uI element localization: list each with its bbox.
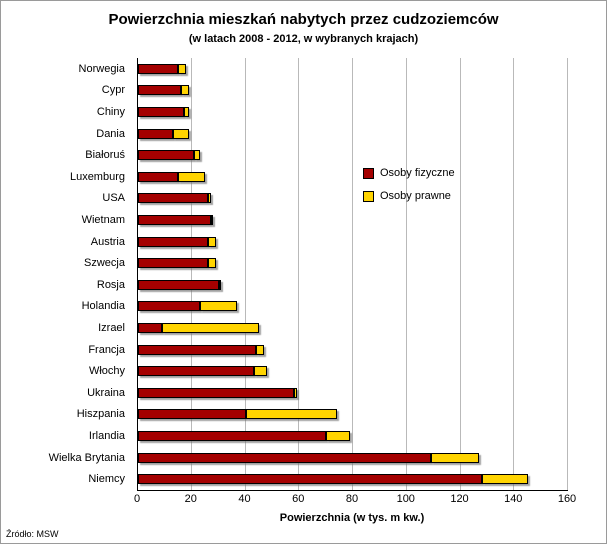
gridline <box>190 58 192 490</box>
x-tick-label: 160 <box>557 493 577 505</box>
gridline <box>459 58 461 490</box>
gridline <box>567 58 568 490</box>
bar-segment-fizyczne <box>138 171 179 182</box>
category-label: Wietnam <box>81 214 125 226</box>
category-label: Ukraina <box>87 386 125 399</box>
bar-segment-prawne <box>256 344 265 355</box>
bar-segment-prawne <box>482 474 528 485</box>
bar-segment-prawne <box>245 409 337 420</box>
bar-segment-fizyczne <box>138 193 208 204</box>
gridline <box>244 58 246 490</box>
bar-segment-fizyczne <box>138 215 211 225</box>
bar-segment-prawne <box>326 431 351 441</box>
bar-segment-prawne <box>183 107 190 117</box>
bar-segment-prawne <box>162 323 259 333</box>
bar-segment-fizyczne <box>138 323 163 333</box>
legend-swatch <box>363 190 374 202</box>
category-label: Holandia <box>81 300 125 313</box>
bar-segment-fizyczne <box>138 409 246 420</box>
x-tick-label: 140 <box>504 493 523 505</box>
legend-label: Osoby fizyczne <box>380 167 455 179</box>
category-label: Irlandia <box>88 430 125 442</box>
category-label: Chiny <box>96 106 125 118</box>
chart-title: Powierzchnia mieszkań nabytych przez cud… <box>108 11 499 28</box>
x-axis-label: Powierzchnia (w tys. m kw.) <box>279 512 425 524</box>
bar-segment-prawne <box>207 236 216 247</box>
bar-segment-fizyczne <box>138 279 219 290</box>
gridline <box>513 58 515 490</box>
bar-segment-prawne <box>210 215 214 225</box>
bar-segment-prawne <box>178 63 187 74</box>
bar-segment-fizyczne <box>138 474 482 485</box>
category-label: Niemcy <box>88 473 125 486</box>
bar-segment-prawne <box>199 301 238 312</box>
x-tick-label: 40 <box>238 493 251 505</box>
gridline <box>298 58 300 490</box>
gridline <box>352 58 353 490</box>
x-tick-label: 80 <box>345 493 359 505</box>
bar-segment-fizyczne <box>138 150 195 161</box>
gridline <box>405 58 407 490</box>
bar-segment-fizyczne <box>138 366 254 377</box>
x-tick-label: 20 <box>184 493 197 505</box>
bar-segment-fizyczne <box>138 107 184 117</box>
bar-segment-fizyczne <box>138 431 327 441</box>
category-label: Austria <box>90 235 125 248</box>
y-axis-labels: Norwegia Cypr Chiny Dania Białoruś Luxemburg U… <box>5 58 131 490</box>
legend-swatch <box>363 167 374 179</box>
x-axis-ticks: 0 20 40 60 80 100 120 140 160 <box>133 493 576 507</box>
legend-item: Osoby fizyczne <box>363 167 455 179</box>
bar-segment-fizyczne <box>138 63 179 74</box>
bar-segment-fizyczne <box>138 452 431 463</box>
legend-label: Osoby prawne <box>380 190 451 202</box>
category-label: Izrael <box>98 322 125 334</box>
category-label: Norwegia <box>78 62 125 75</box>
bar-segment-prawne <box>218 279 222 290</box>
bar-segment-fizyczne <box>138 128 173 139</box>
category-label: Szwecja <box>84 257 125 270</box>
x-tick-label: 120 <box>450 493 469 505</box>
bar-segment-prawne <box>253 366 267 377</box>
bar-segment-prawne <box>207 193 211 204</box>
bar-segment-prawne <box>181 85 190 96</box>
category-label: Luxemburg <box>69 170 125 183</box>
bar-segment-prawne <box>172 128 190 139</box>
x-tick-label: 60 <box>292 493 305 505</box>
category-label: USA <box>102 192 125 205</box>
bar-segment-fizyczne <box>138 236 208 247</box>
category-label: Dania <box>96 127 125 140</box>
category-label: Wielka Brytania <box>48 451 125 464</box>
category-label: Białoruś <box>85 149 125 162</box>
bar-segment-prawne <box>207 258 216 269</box>
category-label: Hiszpania <box>76 408 125 421</box>
legend: Osoby fizyczne Osoby prawne <box>363 167 455 213</box>
source-note: Źródło: MSW <box>6 529 59 539</box>
bar-segment-fizyczne <box>138 258 208 269</box>
x-tick-label: 0 <box>133 493 141 505</box>
bar-segment-fizyczne <box>138 301 200 312</box>
bar-segment-prawne <box>293 387 297 398</box>
category-label: Rosja <box>96 278 125 291</box>
bar-segment-fizyczne <box>138 387 294 398</box>
bar-segment-prawne <box>194 150 200 161</box>
x-tick-label: 100 <box>396 493 415 505</box>
legend-item: Osoby prawne <box>363 190 455 202</box>
plot-area <box>137 58 568 491</box>
category-label: Francja <box>88 343 125 356</box>
bar-segment-prawne <box>178 171 206 182</box>
category-label: Cypr <box>101 84 125 97</box>
bar-segment-fizyczne <box>138 344 257 355</box>
chart-subtitle: (w latach 2008 - 2012, w wybranych kraja… <box>188 33 419 45</box>
bar-segment-fizyczne <box>138 85 181 96</box>
bar-segment-prawne <box>430 452 480 463</box>
category-label: Włochy <box>88 365 125 378</box>
